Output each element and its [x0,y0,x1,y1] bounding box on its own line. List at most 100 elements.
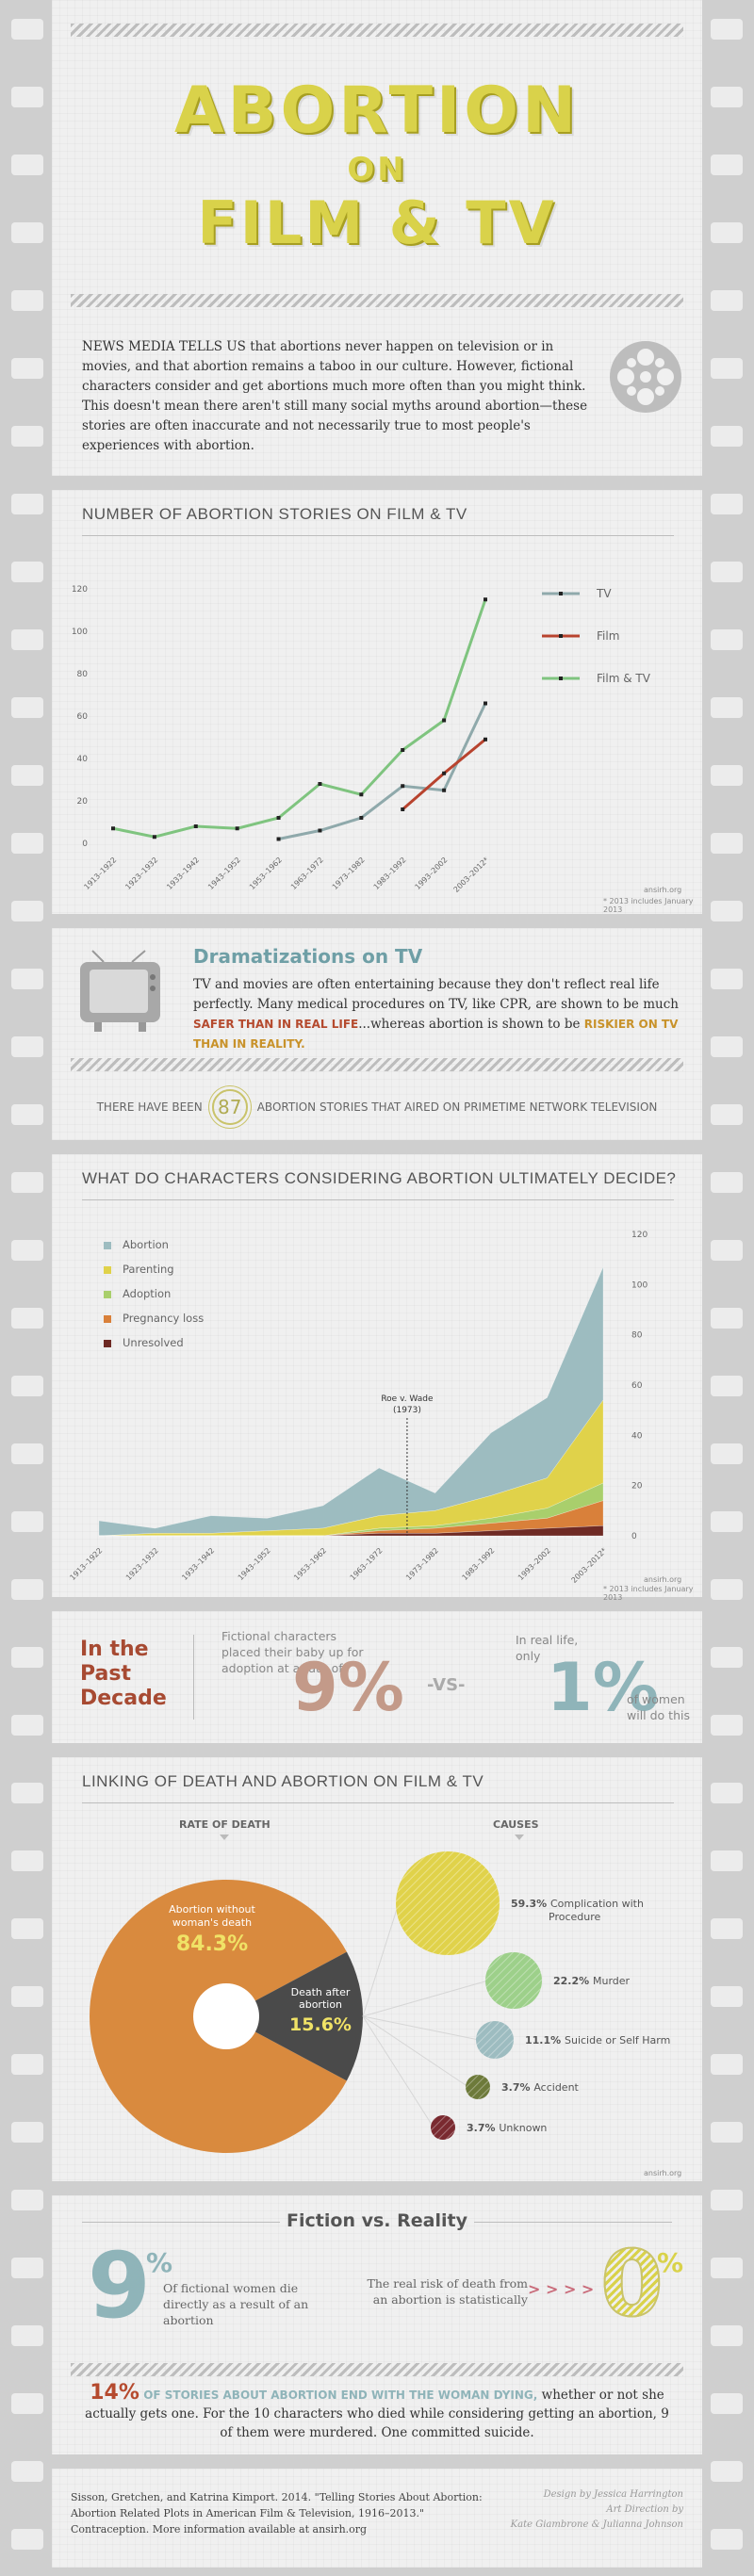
intro-paragraph: NEWS MEDIA TELLS US that abortions never… [82,339,588,453]
citation: Sisson, Gretchen, and Katrina Kimport. 2… [71,2491,483,2535]
film-hole [11,290,43,311]
dramatizations-highlight-safer: SAFER THAN IN REAL LIFE [193,1018,359,1031]
film-hole [711,2325,743,2346]
film-hole [11,1511,43,1532]
film-hole [11,426,43,447]
chart-footnote: * 2013 includes January 2013 [603,897,694,914]
x-tick-label: 1973–1982 [404,1546,440,1582]
data-point [276,816,281,820]
y-tick-label: 20 [631,1482,643,1492]
rate-heading: RATE OF DEATH [179,1818,270,1831]
data-point [401,748,405,752]
connector-line [362,2015,469,2088]
pie-hole [193,1983,259,2049]
legend-marker [559,592,563,595]
film-hole [11,901,43,921]
film-hole [11,19,43,40]
data-point [442,788,447,792]
film-hole [11,1579,43,1600]
rate-chevron [220,1834,229,1840]
summary-highlight: OF STORIES ABOUT ABORTION END WITH THE W… [143,2389,538,2402]
series-line [112,598,487,839]
area-layer [99,1525,604,1537]
area-chart: 0 20 40 60 80 100 120 1913–1922 1923–1932 1933–19… [68,1231,647,1585]
dramatizations-text-c: ...whereas abortion is shown to be [358,1017,584,1032]
film-hole [711,1308,743,1329]
y-tick-label: 80 [631,1331,643,1341]
y-tick-label: 40 [77,755,89,764]
legend-marker [559,677,563,680]
x-tick-label: 1953–1962 [292,1546,328,1582]
dramatizations-heading: Dramatizations on TV [193,945,423,968]
cause-label: 3.7% Accident [501,2081,580,2094]
data-point [318,782,322,786]
x-tick-label: 2003–2012* [570,1546,609,1585]
left-big-unit: % [146,2247,173,2278]
film-hole [711,1715,743,1736]
film-hole [711,155,743,175]
right-big-value: 0 [599,2230,664,2338]
y-tick-label: 20 [77,797,89,807]
film-hole [11,697,43,718]
data-point [152,835,156,840]
title-rule [82,535,674,536]
pie-slice-death [226,1951,363,2081]
film-hole [11,1783,43,1803]
film-hole [11,1918,43,1939]
section-title: WHAT DO CHARACTERS CONSIDERING ABORTION … [82,1169,677,1187]
x-tick-label: 1963–1972 [349,1546,385,1582]
y-tick-label: 60 [631,1381,643,1391]
x-tick-label: 1933–1942 [165,856,201,891]
y-tick-label: 100 [72,628,88,637]
film-hole [711,290,743,311]
film-hole [711,765,743,786]
film-hole [11,1036,43,1057]
header-panel: ABORTION ON FILM & TV NEWS MEDIA TELLS U… [52,0,702,476]
cause-bubble [476,2021,514,2059]
cause-bubble [396,1851,500,1955]
slice-value: 84.3% [176,1932,248,1956]
summary-body: whether or not she actually gets one. Fo… [85,2388,669,2440]
film-hole [11,1308,43,1329]
real-suffix: of women will do this [627,1692,690,1722]
x-tick-label: 1993–2002 [414,856,450,891]
x-tick-label: 2003–2012* [452,856,491,894]
cause-label: 59.3% Complication with Procedure [511,1898,644,1923]
film-hole [11,87,43,107]
film-hole [711,426,743,447]
x-tick-label: 1993–2002 [516,1546,552,1582]
title-rule [82,1199,674,1200]
summary-value: 14% [90,2381,139,2405]
film-hole [11,358,43,379]
cause-bubble [466,2075,490,2099]
film-hole [711,901,743,921]
slice-value: 15.6% [289,2014,352,2035]
film-hole [11,1376,43,1396]
dramatizations-text-a: TV and movies are often entertaining bec… [193,977,679,1012]
film-hole [711,1850,743,1871]
data-point [359,792,364,797]
film-hole [711,1647,743,1668]
y-tick-label: 120 [72,585,88,595]
tv-icon [80,950,160,1032]
data-point [401,784,405,789]
film-hole [11,1715,43,1736]
x-tick-label: 1923–1932 [123,856,159,891]
y-tick-label: 0 [631,1532,637,1541]
film-hole [11,2258,43,2278]
cause-bubble [485,1952,542,2009]
legend-swatch [104,1266,111,1274]
data-point [359,816,364,820]
connector-line [362,2015,480,2041]
count-row: THERE HAVE BEEN 87 ABORTION STORIES THAT… [52,1088,702,1126]
slice-label: abortion [299,1998,342,2011]
y-tick-label: 100 [631,1280,647,1290]
film-hole [11,562,43,582]
film-hole [11,2325,43,2346]
stories-chart-panel: NUMBER OF ABORTION STORIES ON FILM & TV … [52,490,702,914]
legend-label: Pregnancy loss [123,1312,204,1325]
left-text: Of fictional women die directly as a res… [163,2281,309,2327]
count-badge: 87 [211,1089,248,1125]
